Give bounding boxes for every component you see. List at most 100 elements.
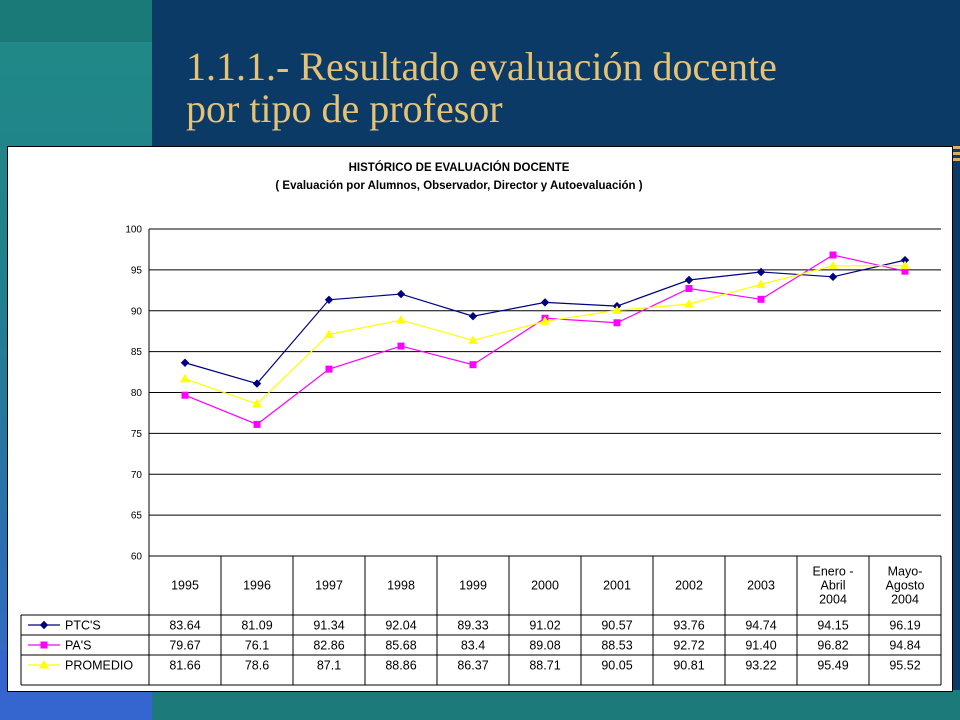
slide-title: 1.1.1.- Resultado evaluación docente por…: [186, 46, 946, 130]
data-label: 79.67: [169, 639, 200, 653]
slide-title-line2: por tipo de profesor: [186, 86, 503, 131]
bullet-decor-icon: [946, 146, 960, 162]
x-tick-label: 2004: [891, 593, 919, 607]
data-label: 88.53: [601, 639, 632, 653]
data-point: [684, 275, 694, 285]
data-label: 90.05: [601, 659, 632, 673]
legend-key-marker: [39, 659, 49, 669]
data-point: [253, 420, 261, 428]
chart-subtitle: ( Evaluación por Alumnos, Observador, Di…: [275, 180, 642, 192]
data-point: [180, 358, 190, 367]
data-label: 87.1: [317, 659, 341, 673]
data-label: 90.57: [601, 619, 632, 633]
x-tick-label: Abril: [820, 579, 845, 593]
data-label: 82.86: [313, 639, 344, 653]
data-point: [612, 305, 622, 314]
x-tick-label: 2003: [747, 579, 775, 593]
data-label: 92.72: [673, 639, 704, 653]
data-label: 76.1: [245, 639, 269, 653]
data-label: 85.68: [385, 639, 416, 653]
x-tick-label: 1995: [171, 579, 199, 593]
x-tick-label: Mayo-: [888, 565, 923, 579]
data-point: [684, 299, 694, 308]
data-point: [756, 267, 766, 277]
data-label: 89.33: [457, 619, 488, 633]
data-label: 95.49: [817, 659, 848, 673]
x-tick-label: 2000: [531, 579, 559, 593]
decor-block-top: [0, 0, 152, 42]
chart-panel: HISTÓRICO DE EVALUACIÓN DOCENTE ( Evalua…: [7, 146, 953, 692]
data-label: 78.6: [245, 659, 269, 673]
data-point: [900, 260, 910, 270]
legend-label: PTC'S: [65, 619, 101, 633]
y-tick-label: 85: [131, 347, 143, 358]
data-point: [397, 342, 405, 350]
y-tick-label: 60: [131, 552, 143, 563]
data-point: [613, 319, 621, 327]
data-label: 91.34: [313, 619, 344, 633]
x-tick-label: 1996: [243, 579, 271, 593]
data-point: [756, 279, 766, 288]
data-point: [252, 398, 262, 408]
data-label: 94.74: [745, 619, 776, 633]
slide-title-line1: 1.1.1.- Resultado evaluación docente: [186, 44, 777, 89]
x-tick-label: 2001: [603, 579, 631, 593]
y-tick-label: 75: [131, 429, 143, 440]
data-label: 93.76: [673, 619, 704, 633]
data-point: [828, 260, 838, 270]
data-label: 86.37: [457, 659, 488, 673]
data-point: [469, 361, 477, 369]
data-point: [252, 379, 262, 388]
data-label: 94.15: [817, 619, 848, 633]
data-label: 91.40: [745, 639, 776, 653]
x-tick-label: 2002: [675, 579, 703, 593]
legend-label: PA'S: [65, 639, 91, 653]
y-tick-label: 65: [131, 511, 143, 522]
x-tick-label: 2004: [819, 593, 847, 607]
series-line: [184, 265, 906, 405]
data-label: 83.64: [169, 619, 200, 633]
data-label: 92.04: [385, 619, 416, 633]
x-tick-label: 1997: [315, 579, 343, 593]
y-tick-label: 90: [131, 306, 143, 317]
data-point: [685, 285, 693, 293]
chart-title: HISTÓRICO DE EVALUACIÓN DOCENTE: [349, 161, 570, 174]
data-point: [180, 373, 190, 383]
y-tick-label: 95: [131, 265, 143, 276]
data-label: 96.19: [889, 619, 920, 633]
data-point: [829, 251, 837, 259]
data-point: [324, 295, 334, 305]
data-point: [828, 272, 838, 282]
data-label: 89.08: [529, 639, 560, 653]
line-chart: HISTÓRICO DE EVALUACIÓN DOCENTE ( Evalua…: [20, 161, 942, 686]
data-point: [324, 329, 334, 338]
x-tick-label: 1998: [387, 579, 415, 593]
data-label: 88.86: [385, 659, 416, 673]
y-tick-label: 70: [131, 470, 143, 481]
series-line: [184, 254, 906, 426]
data-point: [468, 335, 478, 344]
data-point: [396, 315, 406, 324]
data-label: 81.09: [241, 619, 272, 633]
y-tick-label: 100: [125, 225, 142, 236]
y-tick-label: 80: [131, 388, 143, 399]
x-tick-label: Agosto: [886, 579, 925, 593]
legend-key-marker: [39, 620, 49, 630]
legend-label: PROMEDIO: [65, 659, 133, 673]
data-label: 94.84: [889, 639, 920, 653]
data-label: 90.81: [673, 659, 704, 673]
x-tick-label: 1999: [459, 579, 487, 593]
data-label: 88.71: [529, 659, 560, 673]
data-label: 91.02: [529, 619, 560, 633]
legend-key-marker: [40, 641, 48, 649]
data-point: [325, 365, 333, 373]
x-tick-label: Enero -: [813, 565, 854, 579]
data-label: 81.66: [169, 659, 200, 673]
data-point: [757, 295, 765, 303]
data-point: [540, 316, 550, 325]
data-label: 93.22: [745, 659, 776, 673]
data-point: [468, 312, 478, 321]
data-label: 83.4: [461, 639, 485, 653]
data-point: [396, 289, 406, 299]
data-label: 96.82: [817, 639, 848, 653]
